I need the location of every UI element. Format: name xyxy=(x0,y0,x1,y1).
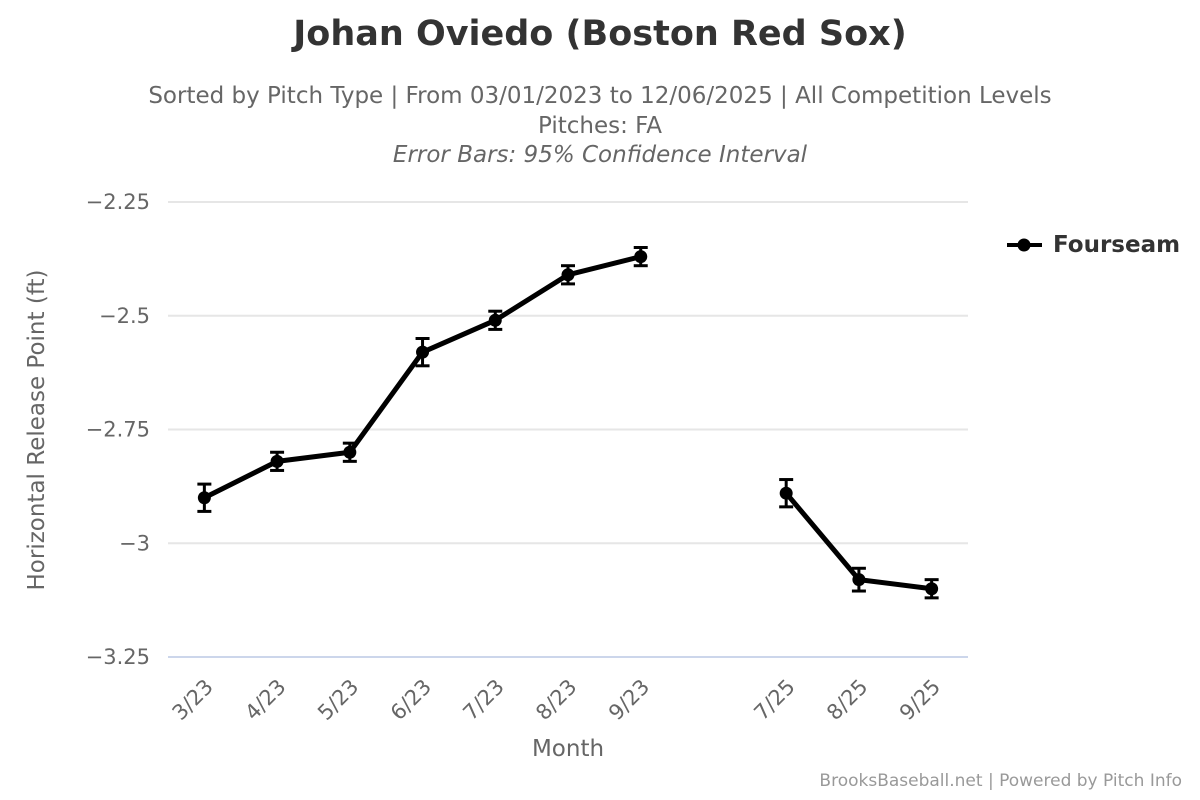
legend-label: Fourseam xyxy=(1053,232,1181,258)
y-tick-label: −3.25 xyxy=(86,645,150,669)
gridlines xyxy=(168,201,968,658)
y-tick-label: −2.75 xyxy=(86,418,150,442)
x-tick-label: 9/25 xyxy=(895,675,945,725)
data-point-7-25[interactable] xyxy=(779,486,793,500)
data-point-4-23[interactable] xyxy=(270,454,284,468)
series-line-segment xyxy=(201,254,644,501)
data-point-8-23[interactable] xyxy=(561,268,575,282)
chart-subtitle-line3: Error Bars: 95% Confidence Interval xyxy=(392,142,808,168)
chart-subtitle-line2: Pitches: FA xyxy=(537,113,663,139)
data-point-3-23[interactable] xyxy=(197,491,211,505)
legend-item-fourseam[interactable]: Fourseam xyxy=(1006,232,1180,258)
x-tick-label: 7/23 xyxy=(458,675,508,725)
data-point-6-23[interactable] xyxy=(416,345,430,359)
x-tick-label: 3/23 xyxy=(168,675,218,725)
y-tick-label: −2.25 xyxy=(86,190,150,214)
data-point-7-23[interactable] xyxy=(488,313,502,327)
x-axis-labels: 3/23 4/23 5/23 6/23 7/23 8/23 9/23 7/25 8/25 9/25 xyxy=(168,675,946,725)
y-axis-title: Horizontal Release Point (ft) xyxy=(24,269,50,590)
y-tick-label: −2.5 xyxy=(99,304,150,328)
chart-title: Johan Oviedo (Boston Red Sox) xyxy=(293,14,907,54)
x-tick-label: 7/25 xyxy=(749,675,799,725)
x-tick-label: 4/23 xyxy=(240,675,290,725)
x-tick-label: 8/23 xyxy=(531,675,581,725)
legend-line-marker-icon xyxy=(1007,238,1042,252)
data-points xyxy=(197,250,939,596)
y-axis-labels: −2.25 −2.5 −2.75 −3 −3.25 xyxy=(86,190,150,669)
data-point-8-25[interactable] xyxy=(852,573,866,587)
x-axis-title: Month xyxy=(532,736,604,762)
x-tick-label: 8/25 xyxy=(822,675,872,725)
series-lines xyxy=(201,254,935,592)
data-point-9-25[interactable] xyxy=(925,582,939,596)
x-tick-label: 9/23 xyxy=(604,675,654,725)
data-point-9-23[interactable] xyxy=(634,250,648,264)
x-tick-label: 5/23 xyxy=(313,675,363,725)
chart-subtitle-line1: Sorted by Pitch Type | From 03/01/2023 t… xyxy=(148,83,1052,109)
y-tick-label: −3 xyxy=(119,531,150,555)
credits-link[interactable]: BrooksBaseball.net | Powered by Pitch In… xyxy=(819,771,1182,791)
data-point-5-23[interactable] xyxy=(343,445,357,459)
x-tick-label: 6/23 xyxy=(386,675,436,725)
